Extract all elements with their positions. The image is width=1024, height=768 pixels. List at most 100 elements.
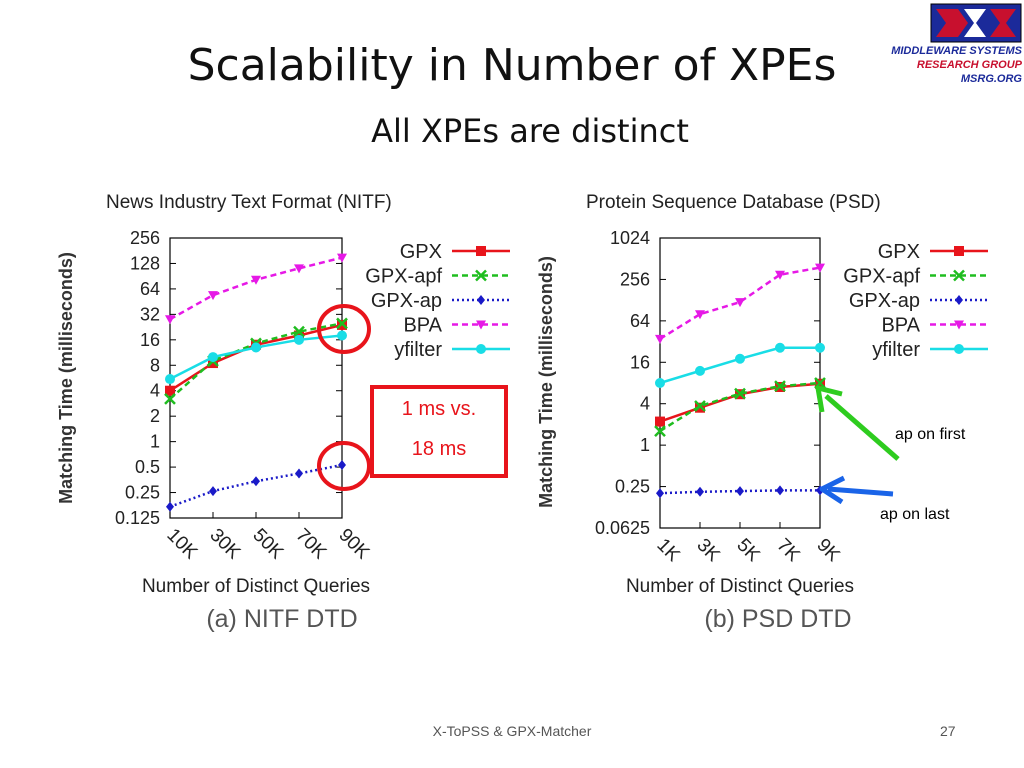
data-point — [209, 486, 217, 497]
data-point — [696, 486, 704, 497]
data-point — [654, 425, 666, 437]
annotation-box: 1 ms vs. 18 ms — [370, 385, 508, 478]
y-tick-label: 0.5 — [135, 457, 160, 477]
figure-caption: (b) PSD DTD — [704, 605, 851, 633]
x-tick-label: 1K — [652, 535, 684, 567]
y-axis-label: Matching Time (milliseconds) — [56, 252, 76, 504]
x-tick-label: 30K — [205, 525, 244, 564]
data-point — [775, 270, 785, 280]
data-point — [655, 334, 665, 344]
data-point — [655, 378, 665, 388]
arrowhead-ap-first — [815, 385, 843, 413]
x-tick-label: 9K — [812, 535, 844, 567]
y-tick-label: 1024 — [610, 228, 650, 248]
data-point — [656, 488, 664, 499]
y-tick-label: 0.25 — [125, 483, 160, 503]
arrowhead-ap-last — [819, 475, 846, 505]
x-tick-label: 7K — [772, 535, 804, 567]
data-point — [208, 352, 218, 363]
legend-label: yfilter — [872, 339, 920, 361]
data-point — [252, 476, 260, 487]
chart-title: News Industry Text Format (NITF) — [106, 192, 392, 213]
y-tick-label: 64 — [630, 311, 650, 331]
y-tick-label: 256 — [620, 269, 650, 289]
page-number: 27 — [940, 723, 956, 739]
legend-marker — [953, 269, 965, 282]
y-tick-label: 16 — [140, 330, 160, 350]
data-point — [735, 298, 745, 308]
data-point — [295, 468, 303, 479]
data-point — [695, 310, 705, 320]
slide-subtitle: All XPEs are distinct — [371, 112, 689, 150]
data-point — [293, 325, 305, 338]
data-point — [208, 358, 218, 369]
annotation-ap-last: ap on last — [880, 506, 950, 523]
annotation-box-line-2: 18 ms — [411, 438, 467, 460]
y-tick-label: 256 — [130, 228, 160, 248]
data-point — [165, 315, 175, 325]
legend-marker — [477, 295, 485, 305]
y-tick-label: 64 — [140, 279, 160, 299]
y-axis-label: Matching Time (milliseconds) — [536, 256, 556, 508]
data-point — [165, 385, 175, 396]
x-tick-label: 5K — [732, 535, 764, 567]
arrow-ap-last — [827, 486, 894, 497]
data-point — [774, 380, 786, 393]
series-line — [659, 346, 820, 385]
legend-label: BPA — [403, 315, 442, 337]
y-tick-label: 0.0625 — [595, 518, 650, 538]
logo-line-2: RESEARCH GROUP — [916, 59, 1022, 71]
legend-marker — [955, 295, 963, 305]
y-tick-label: 4 — [150, 381, 160, 401]
legend-marker — [954, 246, 964, 256]
y-tick-label: 1 — [640, 435, 650, 455]
data-point — [695, 365, 705, 376]
data-point — [251, 275, 261, 285]
x-tick-label: 3K — [692, 535, 724, 567]
legend-label: GPX-apf — [365, 266, 442, 288]
legend-label: GPX — [878, 241, 920, 263]
data-point — [736, 486, 744, 497]
chart-title: Protein Sequence Database (PSD) — [586, 192, 881, 213]
data-point — [294, 264, 304, 274]
data-point — [165, 374, 175, 385]
legend-label: GPX-ap — [371, 290, 442, 312]
legend-marker — [475, 269, 487, 282]
logo-line-1: MIDDLEWARE SYSTEMS — [891, 45, 1022, 57]
data-point — [815, 342, 825, 353]
y-tick-label: 0.25 — [615, 477, 650, 497]
y-tick-label: 8 — [150, 355, 160, 375]
series-line — [169, 256, 343, 321]
data-point — [251, 342, 261, 353]
legend-marker — [954, 344, 964, 354]
figure-caption: (a) NITF DTD — [206, 605, 357, 633]
msrg-logo-icon — [930, 3, 1022, 43]
data-point — [815, 263, 825, 273]
x-tick-label: 90K — [334, 525, 373, 564]
series-line — [659, 381, 821, 433]
annotation-ap-first: ap on first — [895, 426, 966, 443]
highlight-circle-bottom — [317, 441, 371, 491]
y-tick-label: 32 — [140, 304, 160, 324]
data-point — [208, 291, 218, 301]
data-point — [336, 317, 348, 330]
data-point — [776, 485, 784, 496]
plot-frame — [659, 237, 821, 529]
data-point — [337, 330, 347, 341]
series-line — [169, 323, 343, 392]
y-tick-label: 1 — [150, 432, 160, 452]
x-tick-label: 70K — [291, 525, 330, 564]
data-point — [655, 416, 665, 427]
y-tick-label: 128 — [130, 253, 160, 273]
legend-label: GPX-apf — [843, 266, 920, 288]
annotation-box-line-1: 1 ms vs. — [401, 398, 477, 420]
legend-marker — [476, 246, 486, 256]
data-point — [294, 334, 304, 345]
data-point — [337, 253, 347, 263]
data-point — [338, 459, 346, 470]
data-point — [775, 342, 785, 353]
y-tick-label: 0.125 — [115, 508, 160, 528]
slide-title: Scalability in Number of XPEs — [187, 40, 837, 91]
series-line — [169, 463, 343, 508]
legend-label: yfilter — [394, 339, 442, 361]
